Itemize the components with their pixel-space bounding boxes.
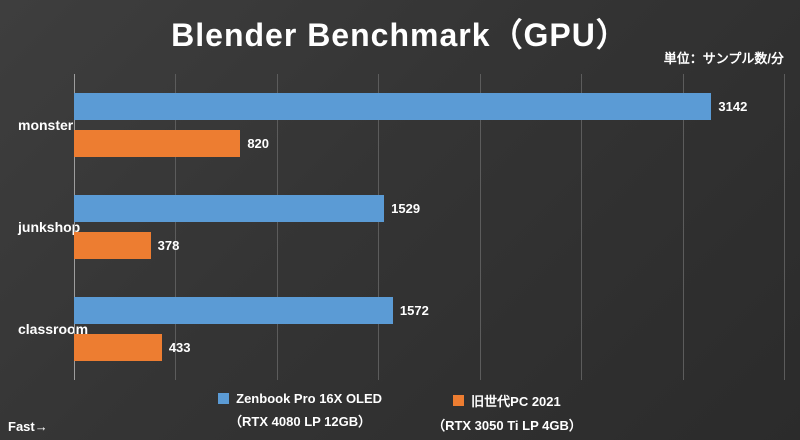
legend-sublabel-series1: （RTX 4080 LP 12GB） [229, 414, 372, 429]
gridline-500 [175, 74, 177, 380]
gridline-1000 [276, 74, 278, 380]
unit-label: 単位：サンプル数/分 [663, 51, 784, 66]
chart-title: Blender Benchmark（GPU） [171, 17, 629, 53]
legend-item-series2: 旧世代PC 2021 （RTX 3050 Ti LP 4GB） [432, 391, 582, 434]
gridline-2000 [479, 74, 481, 380]
legend-row: Zenbook Pro 16X OLED [218, 391, 382, 406]
value-label-junkshop-series1: 1529 [391, 201, 421, 216]
bar-row: 1529 [74, 195, 784, 222]
value-label-classroom-series1: 1572 [399, 303, 429, 318]
chart-body: monster junkshop classroom 3142 820 1529 378 1… [12, 74, 785, 380]
gridline-2500 [581, 74, 583, 380]
plot-area: 3142 820 1529 378 1572 433 [74, 74, 785, 380]
value-label-junkshop-series2: 378 [157, 238, 180, 253]
bar-classroom-series1 [74, 297, 393, 324]
bar-group-classroom: 1572 433 [74, 278, 784, 380]
fast-direction-label: Fast→ [8, 419, 48, 434]
legend-swatch-orange-icon [453, 395, 465, 406]
bar-classroom-series2 [74, 334, 162, 361]
value-label-monster-series1: 3142 [718, 99, 748, 114]
category-label-monster: monster [18, 117, 74, 133]
bar-row: 1572 [74, 297, 784, 324]
gridline-1500 [378, 74, 380, 380]
bar-row: 820 [74, 130, 784, 157]
bar-monster-series1 [74, 93, 712, 120]
legend-swatch-blue-icon [218, 393, 230, 404]
legend-item-series1: Zenbook Pro 16X OLED （RTX 4080 LP 12GB） [218, 391, 382, 434]
y-axis-line [74, 74, 75, 380]
legend-row: 旧世代PC 2021 [453, 391, 561, 410]
bar-junkshop-series2 [74, 232, 151, 259]
bar-group-monster: 3142 820 [74, 74, 784, 176]
bar-monster-series2 [74, 130, 241, 157]
bar-junkshop-series1 [74, 195, 385, 222]
legend: Zenbook Pro 16X OLED （RTX 4080 LP 12GB） … [0, 391, 800, 434]
legend-label-series1: Zenbook Pro 16X OLED [236, 391, 383, 406]
bar-row: 378 [74, 232, 784, 259]
value-label-classroom-series2: 433 [168, 340, 191, 355]
category-label-classroom: classroom [18, 321, 89, 337]
gridline-3500 [784, 74, 785, 380]
bar-row: 433 [74, 334, 784, 361]
bar-groups: 3142 820 1529 378 1572 433 [74, 74, 784, 380]
category-labels: monster junkshop classroom [12, 74, 89, 380]
legend-label-series2: 旧世代PC 2021 [471, 394, 561, 409]
bar-group-junkshop: 1529 378 [74, 176, 784, 278]
category-label-junkshop: junkshop [18, 219, 81, 235]
legend-sublabel-series2: （RTX 3050 Ti LP 4GB） [432, 418, 582, 433]
gridline-3000 [682, 74, 684, 380]
value-label-monster-series2: 820 [247, 136, 270, 151]
bar-row: 3142 [74, 93, 784, 120]
